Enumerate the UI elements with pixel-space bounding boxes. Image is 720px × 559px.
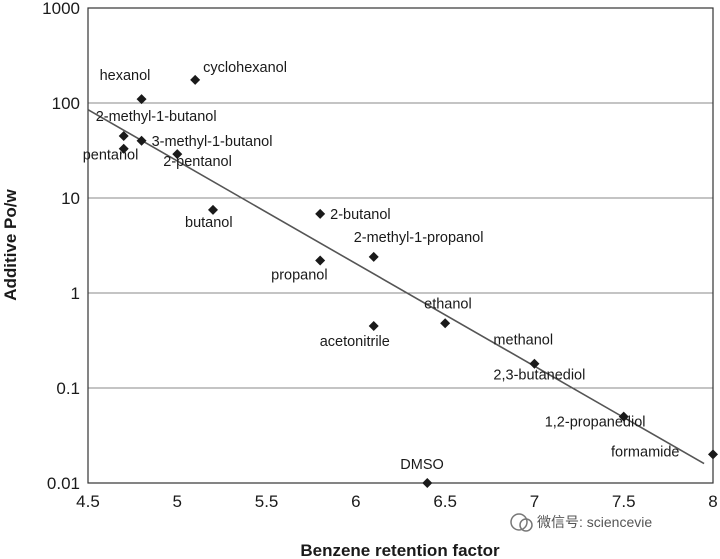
x-tick-labels: 4.5 5 5.5 6 6.5 7 7.5 8 (76, 492, 718, 511)
data-point (315, 208, 326, 219)
data-label: methanol (493, 333, 553, 349)
data-point (708, 449, 718, 460)
data-label: formamide (611, 444, 680, 460)
data-point (618, 411, 629, 422)
x-tick-label: 5.5 (255, 492, 279, 511)
data-label: acetonitrile (320, 334, 390, 350)
data-point (368, 251, 379, 262)
data-label: 2-methyl-1-butanol (96, 109, 217, 125)
data-point (118, 130, 129, 141)
x-tick-label: 7.5 (612, 492, 636, 511)
y-axis-title: Additive Po/w (1, 189, 20, 301)
y-tick-labels: 0.01 0.1 1 10 100 1000 (42, 0, 80, 493)
data-label: ethanol (424, 296, 472, 312)
gridlines (88, 102, 713, 389)
data-label: 2-butanol (330, 207, 390, 223)
data-point (422, 478, 433, 488)
data-label: 1,2-propanediol (545, 415, 646, 431)
data-label: 2-methyl-1-propanol (354, 230, 484, 246)
y-tick-label: 10 (61, 189, 80, 208)
x-tick-label: 6.5 (433, 492, 457, 511)
data-label: 2,3-butanediol (493, 368, 585, 384)
y-tick-label: 0.1 (56, 379, 80, 398)
wechat-icon-inner (519, 518, 533, 532)
x-tick-label: 8 (708, 492, 717, 511)
y-tick-label: 0.01 (47, 474, 80, 493)
y-tick-label: 1000 (42, 0, 80, 18)
data-points (118, 74, 718, 488)
data-label: 3-methyl-1-butanol (152, 134, 273, 150)
data-label: pentanol (83, 148, 139, 164)
data-point (136, 94, 147, 105)
data-point (315, 255, 326, 266)
data-point (136, 135, 147, 146)
data-labels: hexanol cyclohexanol 2-methyl-1-butanol 3-m… (83, 60, 680, 473)
data-label: hexanol (100, 68, 151, 84)
data-point (529, 358, 540, 369)
wechat-icon (510, 513, 528, 531)
data-point (118, 143, 129, 154)
y-tick-label: 1 (71, 284, 80, 303)
data-point (172, 149, 183, 160)
data-label: DMSO (400, 457, 444, 473)
data-label: butanol (185, 215, 233, 231)
x-axis-title: Benzene retention factor (300, 541, 500, 559)
data-label: 2-pentanol (163, 154, 232, 170)
data-label: propanol (271, 267, 327, 283)
x-tick-label: 7 (530, 492, 539, 511)
x-tick-label: 4.5 (76, 492, 100, 511)
watermark-text: 微信号: sciencevie (537, 514, 652, 530)
watermark: 微信号: sciencevie (510, 513, 652, 532)
y-tick-label: 100 (52, 94, 80, 113)
data-point (440, 318, 451, 329)
plot-area-frame (87, 7, 714, 484)
data-point (190, 74, 201, 85)
x-tick-label: 6 (351, 492, 360, 511)
data-point (368, 320, 379, 331)
trendline (87, 109, 705, 465)
x-tick-label: 5 (173, 492, 182, 511)
data-point (208, 204, 218, 215)
data-label: cyclohexanol (203, 60, 287, 76)
